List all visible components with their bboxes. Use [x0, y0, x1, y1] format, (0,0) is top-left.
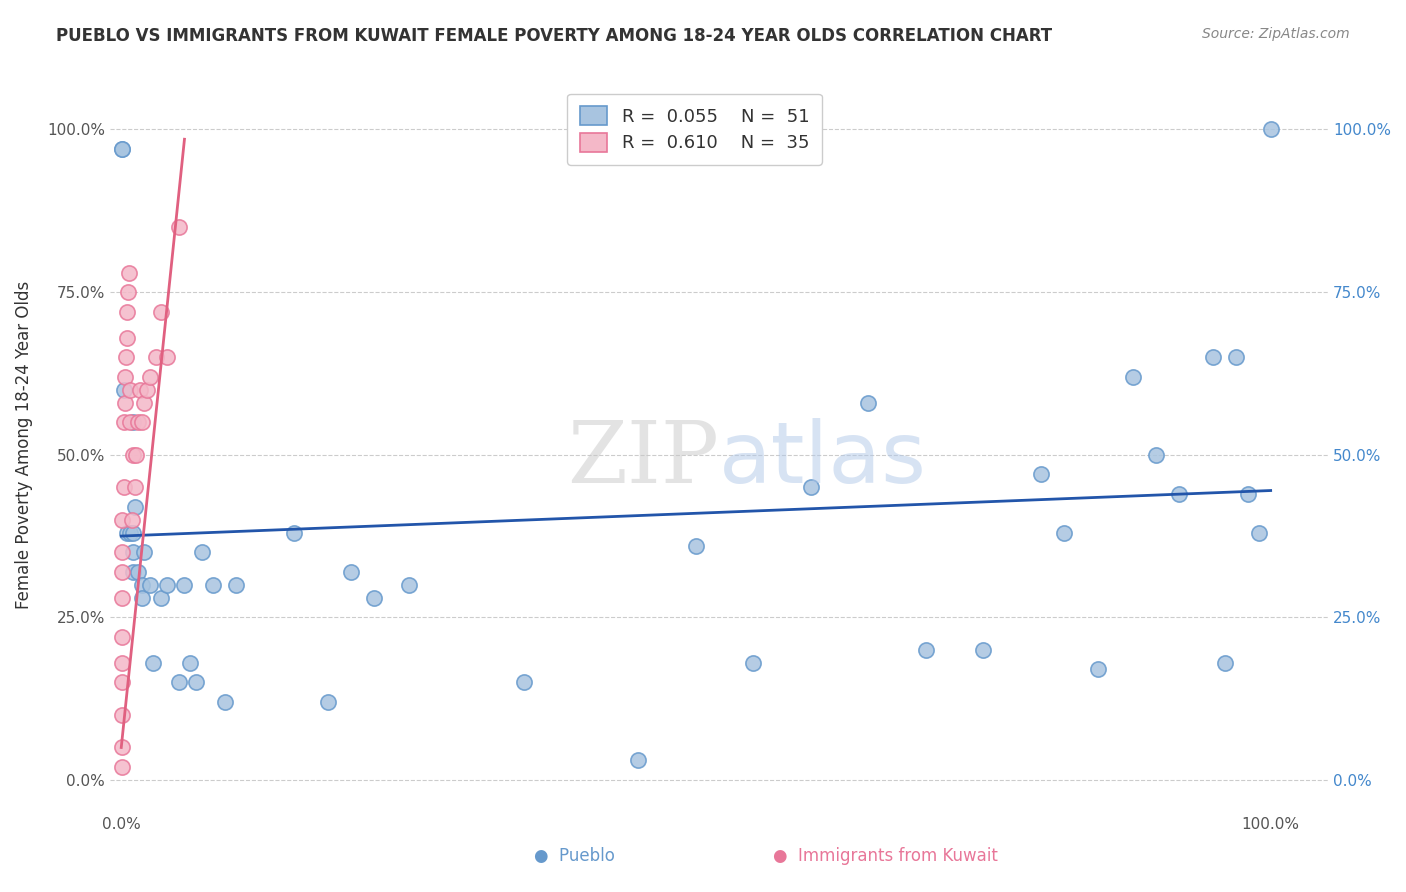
Point [627, 754, 650, 768]
Point [150, 304, 173, 318]
Point [112, 480, 135, 494]
Point [134, 545, 156, 559]
Point [131, 591, 153, 605]
Point [742, 656, 765, 670]
Point [225, 578, 247, 592]
Point [131, 578, 153, 592]
Point [1260, 122, 1282, 136]
Point [125, 448, 148, 462]
Point [914, 643, 936, 657]
Point [1053, 525, 1076, 540]
Point [121, 565, 143, 579]
Point [1122, 369, 1144, 384]
Point [398, 578, 420, 592]
Point [214, 695, 236, 709]
Text: PUEBLO VS IMMIGRANTS FROM KUWAIT FEMALE POVERTY AMONG 18-24 YEAR OLDS CORRELATIO: PUEBLO VS IMMIGRANTS FROM KUWAIT FEMALE … [56, 27, 1052, 45]
Point [685, 539, 707, 553]
Point [111, 591, 134, 605]
Point [128, 383, 150, 397]
Point [111, 656, 134, 670]
Point [121, 545, 143, 559]
Point [1029, 467, 1052, 482]
Point [139, 578, 162, 592]
Point [118, 266, 141, 280]
Legend: R =  0.055    N =  51, R =  0.610    N =  35: R = 0.055 N = 51, R = 0.610 N = 35 [568, 94, 821, 165]
Point [1236, 487, 1258, 501]
Point [111, 545, 134, 559]
Point [124, 480, 146, 494]
Point [145, 350, 167, 364]
Point [120, 415, 142, 429]
Point [112, 415, 135, 429]
Point [115, 331, 138, 345]
Point [111, 513, 134, 527]
Point [115, 304, 138, 318]
Point [156, 350, 179, 364]
Point [120, 383, 142, 397]
Point [800, 480, 823, 494]
Point [135, 383, 157, 397]
Point [283, 525, 305, 540]
Point [340, 565, 363, 579]
Point [111, 760, 134, 774]
Point [139, 369, 162, 384]
Point [121, 415, 143, 429]
Point [858, 395, 880, 409]
Point [120, 525, 142, 540]
Text: ZIP: ZIP [567, 418, 718, 501]
Y-axis label: Female Poverty Among 18-24 Year Olds: Female Poverty Among 18-24 Year Olds [15, 281, 32, 609]
Text: atlas: atlas [718, 418, 927, 501]
Point [127, 565, 149, 579]
Point [111, 740, 134, 755]
Point [363, 591, 385, 605]
Point [156, 578, 179, 592]
Point [1213, 656, 1236, 670]
Point [1087, 662, 1109, 676]
Point [1144, 448, 1167, 462]
Point [512, 675, 534, 690]
Point [142, 656, 165, 670]
Point [124, 500, 146, 514]
Point [117, 285, 139, 299]
Point [111, 675, 134, 690]
Point [111, 142, 134, 156]
Point [150, 591, 173, 605]
Point [167, 675, 190, 690]
Text: Source: ZipAtlas.com: Source: ZipAtlas.com [1202, 27, 1350, 41]
Text: ●  Pueblo: ● Pueblo [534, 847, 616, 865]
Point [111, 142, 134, 156]
Point [202, 578, 225, 592]
Point [167, 220, 190, 235]
Point [134, 395, 156, 409]
Point [1225, 350, 1247, 364]
Point [1202, 350, 1225, 364]
Point [1249, 525, 1271, 540]
Point [173, 578, 195, 592]
Text: ●  Immigrants from Kuwait: ● Immigrants from Kuwait [773, 847, 998, 865]
Point [114, 395, 136, 409]
Point [972, 643, 994, 657]
Point [1167, 487, 1189, 501]
Point [111, 630, 134, 644]
Point [115, 350, 138, 364]
Point [121, 513, 143, 527]
Point [121, 448, 143, 462]
Point [114, 369, 136, 384]
Point [115, 525, 138, 540]
Point [111, 708, 134, 723]
Point [121, 525, 143, 540]
Point [127, 415, 149, 429]
Point [111, 565, 134, 579]
Point [179, 656, 201, 670]
Point [112, 383, 135, 397]
Point [131, 415, 153, 429]
Point [190, 545, 212, 559]
Point [184, 675, 207, 690]
Point [316, 695, 339, 709]
